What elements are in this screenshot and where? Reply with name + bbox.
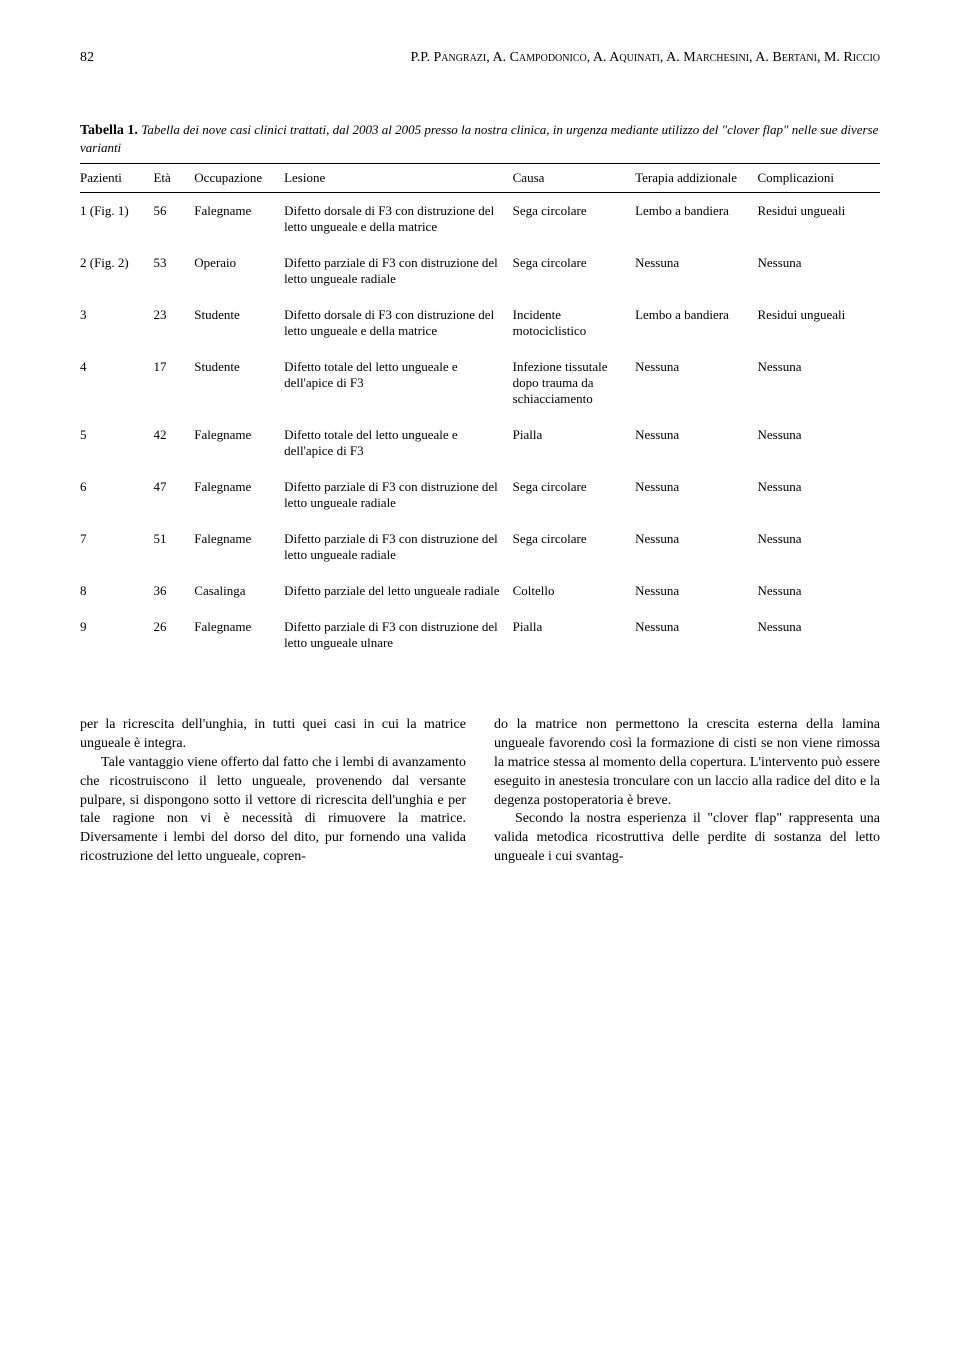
page-number: 82 — [80, 50, 94, 66]
table-label: Tabella 1. — [80, 123, 138, 138]
table-row: 2 (Fig. 2) 53 Operaio Difetto parziale d… — [80, 245, 880, 297]
cell-eta: 26 — [153, 609, 194, 661]
cell-eta: 17 — [153, 349, 194, 417]
body-paragraph: per la ricrescita dell'unghia, in tutti … — [80, 716, 466, 754]
cell-occupazione: Operaio — [194, 245, 284, 297]
cell-occupazione: Falegname — [194, 609, 284, 661]
cell-causa: Pialla — [513, 417, 635, 469]
cell-pazienti: 6 — [80, 469, 153, 521]
table-row: 8 36 Casalinga Difetto parziale del lett… — [80, 573, 880, 609]
cell-occupazione: Studente — [194, 349, 284, 417]
table-row: 1 (Fig. 1) 56 Falegname Difetto dorsale … — [80, 193, 880, 246]
cell-occupazione: Casalinga — [194, 573, 284, 609]
cell-occupazione: Falegname — [194, 193, 284, 246]
cell-causa: Sega circolare — [513, 521, 635, 573]
cell-pazienti: 5 — [80, 417, 153, 469]
cell-terapia: Lembo a bandiera — [635, 297, 757, 349]
cell-eta: 23 — [153, 297, 194, 349]
cell-lesione: Difetto dorsale di F3 con distruzione de… — [284, 193, 513, 246]
col-header-causa: Causa — [513, 164, 635, 193]
cell-lesione: Difetto parziale di F3 con distruzione d… — [284, 609, 513, 661]
cell-eta: 47 — [153, 469, 194, 521]
cell-lesione: Difetto dorsale di F3 con distruzione de… — [284, 297, 513, 349]
table-row: 9 26 Falegname Difetto parziale di F3 co… — [80, 609, 880, 661]
cell-occupazione: Falegname — [194, 417, 284, 469]
body-paragraph: Tale vantaggio viene offerto dal fatto c… — [80, 754, 466, 867]
body-paragraph: Secondo la nostra esperienza il "clover … — [494, 810, 880, 867]
cell-pazienti: 7 — [80, 521, 153, 573]
col-header-terapia: Terapia addizionale — [635, 164, 757, 193]
cell-terapia: Nessuna — [635, 349, 757, 417]
cell-lesione: Difetto parziale del letto ungueale radi… — [284, 573, 513, 609]
cell-complicazioni: Nessuna — [758, 521, 881, 573]
col-header-occupazione: Occupazione — [194, 164, 284, 193]
page-header: 82 P.P. Pangrazi, A. Campodonico, A. Aqu… — [80, 50, 880, 66]
table-row: 5 42 Falegname Difetto totale del letto … — [80, 417, 880, 469]
cell-causa: Sega circolare — [513, 469, 635, 521]
cell-occupazione: Falegname — [194, 521, 284, 573]
table-row: 7 51 Falegname Difetto parziale di F3 co… — [80, 521, 880, 573]
col-header-complicazioni: Complicazioni — [758, 164, 881, 193]
cell-eta: 56 — [153, 193, 194, 246]
cell-complicazioni: Nessuna — [758, 573, 881, 609]
cell-eta: 53 — [153, 245, 194, 297]
cell-causa: Infezione tissutale dopo trauma da schia… — [513, 349, 635, 417]
cell-terapia: Nessuna — [635, 521, 757, 573]
cell-complicazioni: Residui ungueali — [758, 297, 881, 349]
cell-complicazioni: Nessuna — [758, 469, 881, 521]
cell-lesione: Difetto totale del letto ungueale e dell… — [284, 349, 513, 417]
cell-lesione: Difetto parziale di F3 con distruzione d… — [284, 245, 513, 297]
table-row: 3 23 Studente Difetto dorsale di F3 con … — [80, 297, 880, 349]
cell-complicazioni: Nessuna — [758, 349, 881, 417]
cell-complicazioni: Residui ungueali — [758, 193, 881, 246]
col-header-lesione: Lesione — [284, 164, 513, 193]
body-right-column: do la matrice non permettono la crescita… — [494, 716, 880, 867]
table-row: 4 17 Studente Difetto totale del letto u… — [80, 349, 880, 417]
cell-complicazioni: Nessuna — [758, 417, 881, 469]
cell-pazienti: 4 — [80, 349, 153, 417]
cell-lesione: Difetto totale del letto ungueale e dell… — [284, 417, 513, 469]
cell-pazienti: 8 — [80, 573, 153, 609]
cell-complicazioni: Nessuna — [758, 609, 881, 661]
cell-causa: Pialla — [513, 609, 635, 661]
cell-causa: Sega circolare — [513, 193, 635, 246]
cell-complicazioni: Nessuna — [758, 245, 881, 297]
cell-lesione: Difetto parziale di F3 con distruzione d… — [284, 521, 513, 573]
header-authors: P.P. Pangrazi, A. Campodonico, A. Aquina… — [411, 50, 881, 66]
cell-causa: Incidente motociclistico — [513, 297, 635, 349]
cell-terapia: Nessuna — [635, 469, 757, 521]
table-caption: Tabella dei nove casi clinici trattati, … — [80, 122, 878, 155]
table-header-row: Pazienti Età Occupazione Lesione Causa T… — [80, 164, 880, 193]
cell-terapia: Lembo a bandiera — [635, 193, 757, 246]
table-row: 6 47 Falegname Difetto parziale di F3 co… — [80, 469, 880, 521]
cell-eta: 42 — [153, 417, 194, 469]
col-header-eta: Età — [153, 164, 194, 193]
cell-eta: 51 — [153, 521, 194, 573]
table-title-block: Tabella 1. Tabella dei nove casi clinici… — [80, 121, 880, 157]
body-left-column: per la ricrescita dell'unghia, in tutti … — [80, 716, 466, 867]
body-text: per la ricrescita dell'unghia, in tutti … — [80, 716, 880, 867]
cell-pazienti: 2 (Fig. 2) — [80, 245, 153, 297]
cell-terapia: Nessuna — [635, 417, 757, 469]
cell-causa: Coltello — [513, 573, 635, 609]
cell-pazienti: 1 (Fig. 1) — [80, 193, 153, 246]
cell-pazienti: 3 — [80, 297, 153, 349]
cell-causa: Sega circolare — [513, 245, 635, 297]
body-paragraph: do la matrice non permettono la crescita… — [494, 716, 880, 810]
cell-terapia: Nessuna — [635, 573, 757, 609]
cell-occupazione: Falegname — [194, 469, 284, 521]
cell-terapia: Nessuna — [635, 609, 757, 661]
col-header-pazienti: Pazienti — [80, 164, 153, 193]
clinical-cases-table: Pazienti Età Occupazione Lesione Causa T… — [80, 164, 880, 661]
cell-pazienti: 9 — [80, 609, 153, 661]
cell-occupazione: Studente — [194, 297, 284, 349]
cell-lesione: Difetto parziale di F3 con distruzione d… — [284, 469, 513, 521]
cell-eta: 36 — [153, 573, 194, 609]
cell-terapia: Nessuna — [635, 245, 757, 297]
